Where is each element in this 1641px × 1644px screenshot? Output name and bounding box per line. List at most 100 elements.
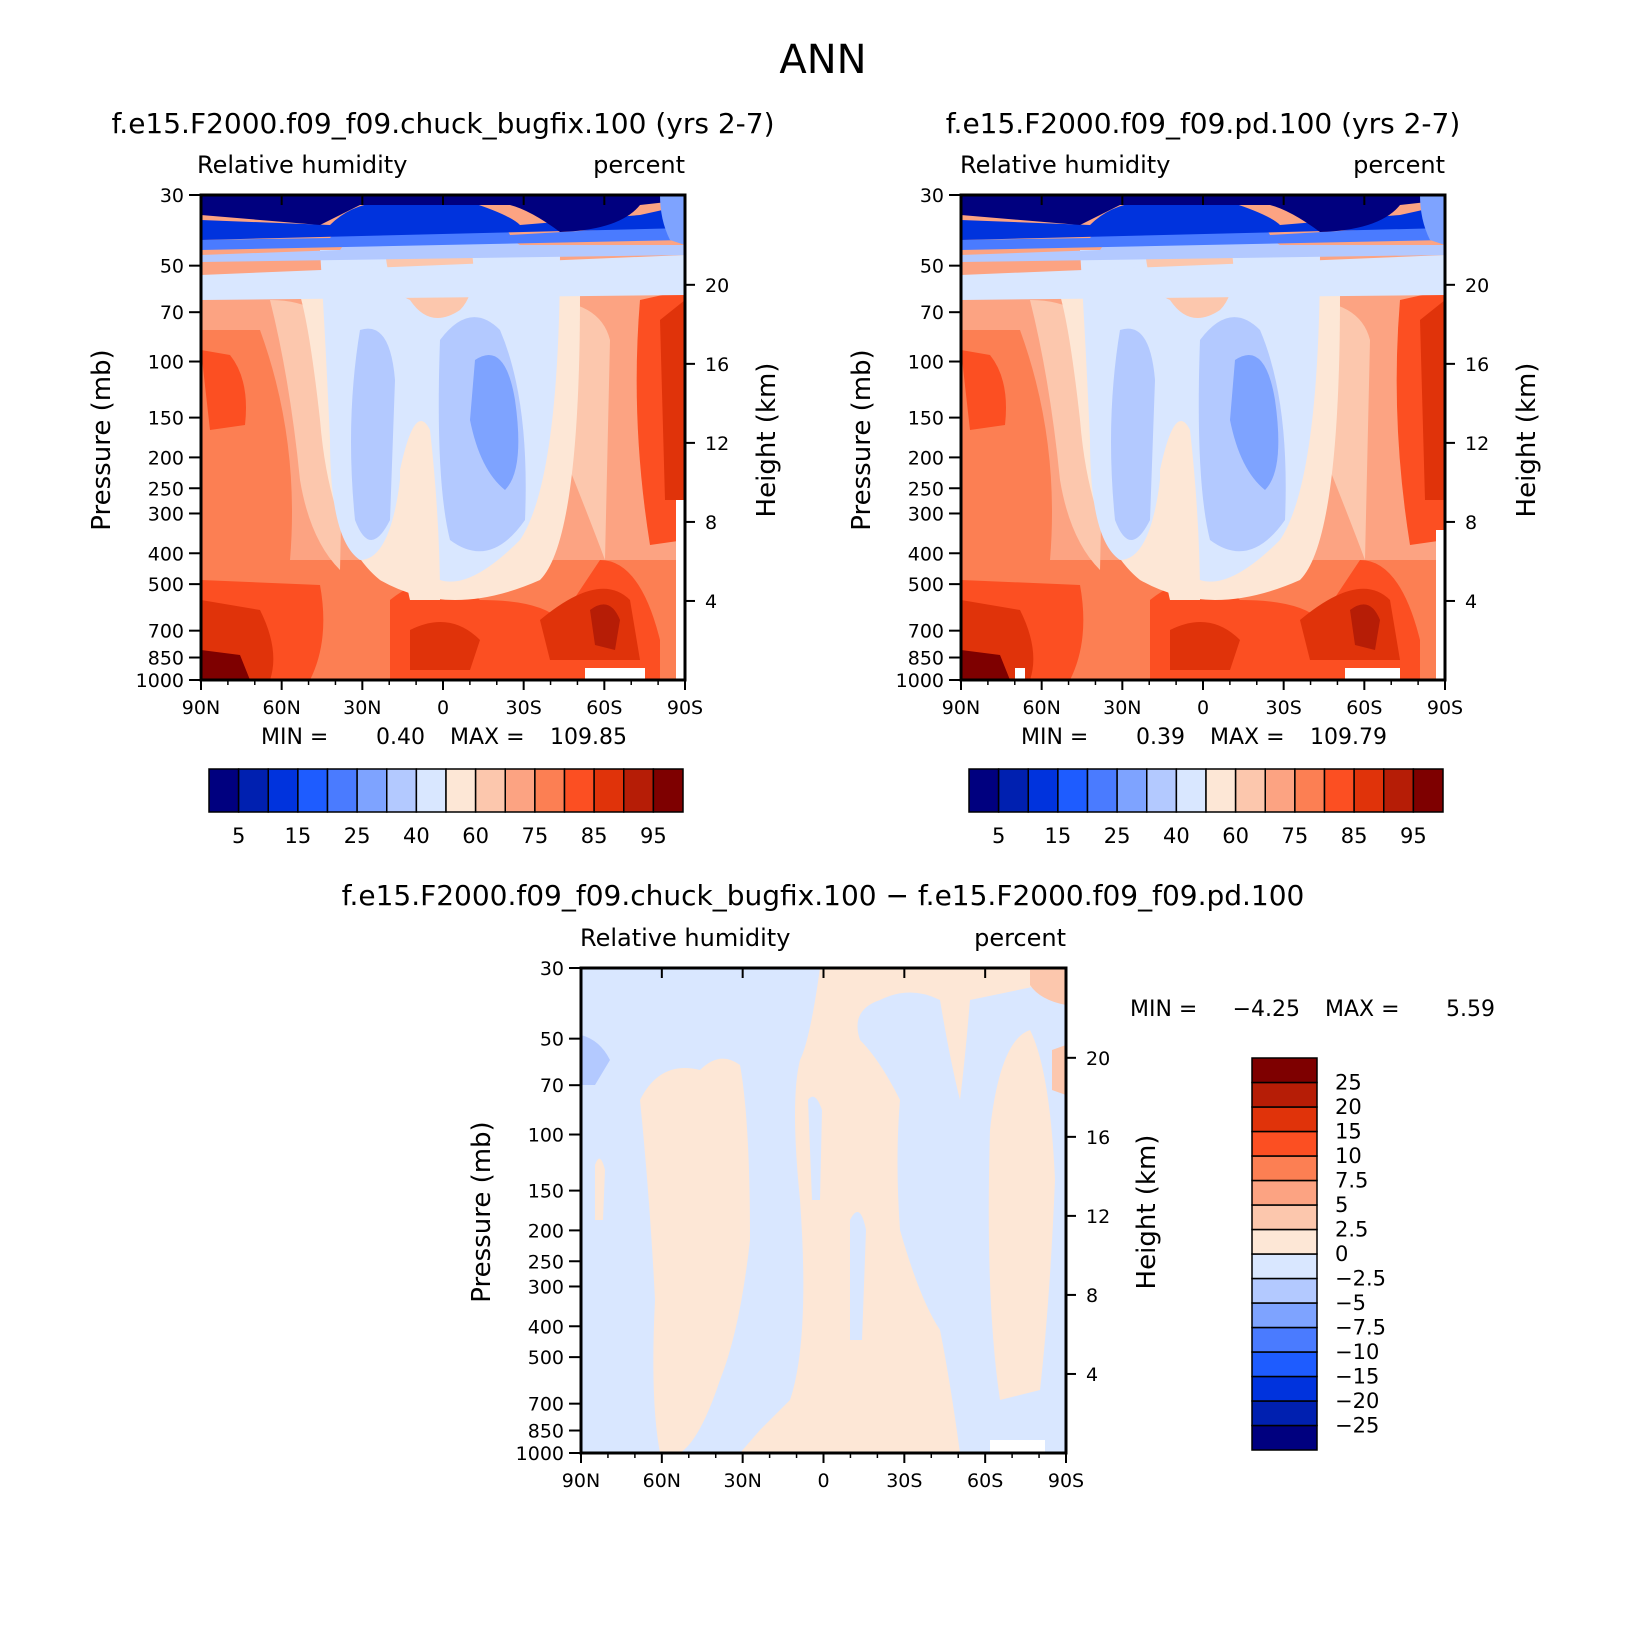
colorbar-label: 20 bbox=[1335, 1095, 1362, 1119]
contour-fill bbox=[1230, 355, 1279, 490]
missing-data bbox=[990, 1440, 1045, 1453]
colorbar-label: 5 bbox=[232, 824, 245, 848]
colorbar-label: 2.5 bbox=[1335, 1218, 1368, 1242]
colorbar-label: 75 bbox=[522, 824, 549, 848]
x-tick-label: 90S bbox=[667, 697, 703, 719]
colorbar-swatch bbox=[1251, 1253, 1318, 1280]
x-tick-label: 0 bbox=[817, 1470, 829, 1492]
colorbar-swatch bbox=[1412, 768, 1444, 813]
y2-tick-label: 16 bbox=[1086, 1127, 1110, 1149]
stats-line: MIN = 0.39 MAX = 109.79 bbox=[1021, 725, 1387, 750]
max-label: MAX = bbox=[1325, 997, 1400, 1022]
y-tick-label: 100 bbox=[908, 352, 944, 374]
variable-label: Relative humidity bbox=[580, 924, 790, 952]
x-tick-label: 30N bbox=[343, 697, 381, 719]
colorbar-swatch bbox=[386, 768, 418, 813]
colorbar-swatch bbox=[1057, 768, 1089, 813]
colorbar-swatch bbox=[563, 768, 595, 813]
colorbar-swatch bbox=[1251, 1204, 1318, 1231]
y-tick-label: 30 bbox=[540, 958, 564, 980]
units-label: percent bbox=[1353, 151, 1445, 179]
y2-tick-label: 8 bbox=[1465, 512, 1477, 534]
x-tick-label: 60S bbox=[586, 697, 622, 719]
colorbar-swatch bbox=[623, 768, 655, 813]
colorbar-label: 7.5 bbox=[1335, 1169, 1368, 1193]
contour-fill bbox=[590, 604, 620, 650]
x-axis: 90N 60N 30N 0 30S 60S 90S bbox=[942, 195, 1463, 719]
x-axis: 90N 60N 30N 0 30S 60S 90S bbox=[182, 195, 703, 719]
y2-tick-label: 12 bbox=[1086, 1206, 1110, 1228]
y-axis-label: Pressure (mb) bbox=[467, 1121, 497, 1302]
colorbar-label: −10 bbox=[1335, 1340, 1379, 1364]
y2-tick-label: 4 bbox=[1465, 591, 1477, 613]
colorbar-label: 95 bbox=[640, 824, 667, 848]
contour-fill bbox=[680, 968, 1066, 1453]
colorbar-swatch bbox=[1264, 768, 1296, 813]
contour-fill bbox=[595, 1158, 605, 1220]
min-value: −4.25 bbox=[1233, 997, 1300, 1022]
colorbar-label: 60 bbox=[1222, 824, 1249, 848]
y-tick-label: 400 bbox=[908, 543, 944, 565]
x-tick-label: 30S bbox=[886, 1470, 922, 1492]
max-value: 109.85 bbox=[550, 725, 627, 750]
colorbar-swatch bbox=[1251, 1179, 1318, 1206]
colorbar-swatch bbox=[356, 768, 388, 813]
colorbar: 5 15 25 40 60 75 85 95 bbox=[208, 768, 684, 848]
x-tick-label: 30S bbox=[1266, 697, 1302, 719]
max-label: MAX = bbox=[1210, 725, 1285, 750]
contour-fill bbox=[201, 650, 250, 680]
contour-fill bbox=[961, 195, 1445, 232]
x-tick-label: 30N bbox=[723, 1470, 761, 1492]
x-tick-label: 60N bbox=[262, 697, 300, 719]
y-tick-label: 1000 bbox=[516, 1443, 564, 1465]
colorbar-swatch bbox=[1116, 768, 1148, 813]
colorbar-swatch bbox=[1251, 1081, 1318, 1108]
contour-fill bbox=[961, 255, 1445, 300]
y-tick-label: 200 bbox=[148, 447, 184, 469]
stats-line: MIN = −4.25 MAX = 5.59 bbox=[1130, 997, 1495, 1022]
colorbar-label: 15 bbox=[1335, 1120, 1362, 1144]
colorbar-swatch bbox=[1251, 1106, 1318, 1133]
variable-label: Relative humidity bbox=[197, 151, 407, 179]
y2-axis: 20 16 12 8 4 bbox=[685, 275, 729, 613]
colorbar: 5 15 25 40 60 75 85 95 bbox=[968, 768, 1444, 848]
colorbar-swatch bbox=[1251, 1400, 1318, 1427]
contour-fill bbox=[1420, 300, 1445, 500]
colorbar-swatch bbox=[1251, 1424, 1318, 1451]
contour-fill bbox=[581, 1035, 610, 1085]
colorbar-swatch bbox=[415, 768, 447, 813]
colorbar-swatch bbox=[1251, 1057, 1318, 1084]
colorbar-label: 25 bbox=[344, 824, 371, 848]
stats-line: MIN = 0.40 MAX = 109.85 bbox=[261, 725, 627, 750]
colorbar-swatch bbox=[1251, 1326, 1318, 1353]
colorbar-label: −2.5 bbox=[1335, 1267, 1386, 1291]
colorbar-swatch bbox=[1383, 768, 1415, 813]
y2-tick-label: 20 bbox=[705, 275, 729, 297]
colorbar-swatch bbox=[1353, 768, 1385, 813]
min-value: 0.39 bbox=[1136, 725, 1185, 750]
colorbar-swatch bbox=[297, 768, 329, 813]
y2-tick-label: 20 bbox=[1086, 1048, 1110, 1070]
contour-field bbox=[201, 195, 685, 680]
units-label: percent bbox=[974, 924, 1066, 952]
y-tick-label: 50 bbox=[540, 1029, 564, 1051]
y-tick-label: 200 bbox=[528, 1220, 564, 1242]
colorbar-label: 85 bbox=[581, 824, 608, 848]
y2-axis-label: Height (km) bbox=[1512, 363, 1542, 518]
colorbar-swatch bbox=[208, 768, 240, 813]
y-tick-label: 1000 bbox=[136, 670, 184, 692]
missing-data bbox=[1345, 668, 1400, 680]
y2-tick-label: 4 bbox=[705, 591, 717, 613]
colorbar-swatch bbox=[1251, 1351, 1318, 1378]
x-tick-label: 0 bbox=[1197, 697, 1209, 719]
y2-tick-label: 20 bbox=[1465, 275, 1489, 297]
colorbar-swatch bbox=[1027, 768, 1059, 813]
colorbar-swatch bbox=[1251, 1375, 1318, 1402]
y-tick-label: 500 bbox=[148, 574, 184, 596]
y-axis-label: Pressure (mb) bbox=[87, 349, 117, 530]
min-label: MIN = bbox=[1130, 997, 1197, 1022]
contour-fill bbox=[850, 1212, 866, 1340]
max-label: MAX = bbox=[450, 725, 525, 750]
contour-fill bbox=[400, 421, 440, 600]
